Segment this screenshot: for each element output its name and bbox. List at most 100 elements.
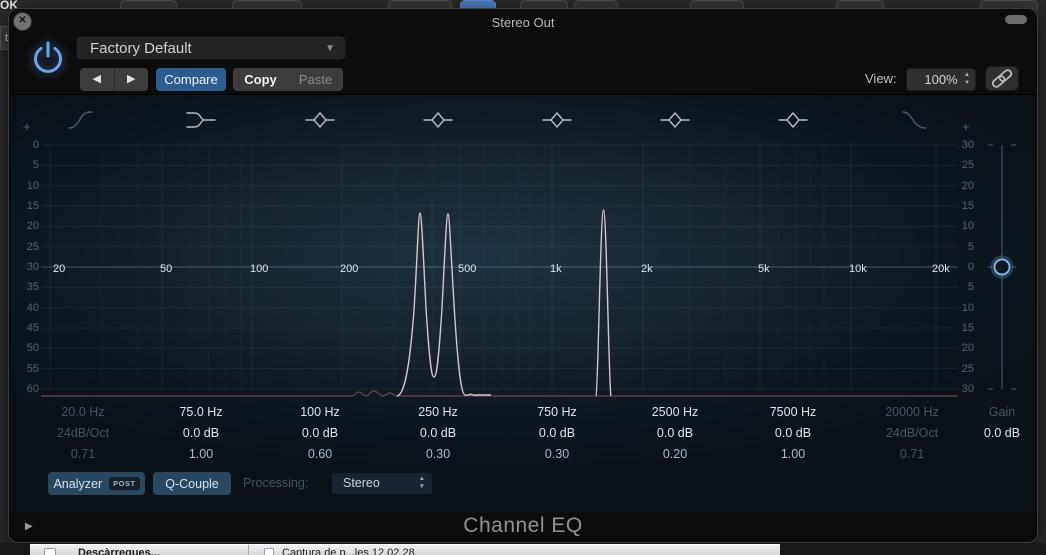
- band-6-q[interactable]: 0.20: [662, 447, 688, 461]
- freq-label-200: 200: [340, 263, 359, 275]
- band-5-q[interactable]: 0.30: [544, 447, 570, 461]
- left-scale-tick: 15: [26, 199, 39, 212]
- band-1-low-cut-icon[interactable]: [67, 109, 99, 131]
- left-scale-tick: 55: [26, 362, 39, 375]
- freq-label-5k: 5k: [758, 263, 770, 275]
- left-scale-tick: 0: [32, 139, 39, 151]
- plugin-window: Stereo Out ✕ Factory Default ▼ ◀ ▶ Compa…: [8, 8, 1038, 543]
- power-button[interactable]: [28, 38, 68, 80]
- band-5-bell-icon[interactable]: [541, 109, 573, 131]
- band-4-bell-icon[interactable]: [422, 109, 454, 131]
- copy-paste-group: Copy Paste: [233, 68, 343, 91]
- band-8-gain[interactable]: 24dB/Oct: [885, 426, 939, 440]
- band-8-high-cut-icon[interactable]: [896, 109, 928, 131]
- bg-tab-active: [460, 0, 496, 10]
- right-scale-tick: 25: [961, 159, 974, 172]
- band-2-low-shelf-icon[interactable]: [185, 109, 217, 131]
- gain-knob[interactable]: [990, 255, 1014, 279]
- right-scale-tick: 10: [961, 220, 974, 233]
- band-5-frequency[interactable]: 750 Hz: [537, 405, 577, 419]
- freq-label-500: 500: [458, 263, 477, 275]
- grid-lines: [41, 144, 958, 390]
- analyzer-button[interactable]: Analyzer POST: [48, 472, 145, 495]
- view-zoom-value: 100%: [924, 72, 958, 87]
- band-7-gain[interactable]: 0.0 dB: [774, 426, 812, 440]
- disclosure-triangle-icon[interactable]: ▶: [25, 521, 33, 532]
- view-zoom-stepper[interactable]: 100% ▲ ▼: [906, 68, 976, 91]
- analyzer-label: Analyzer: [53, 476, 103, 491]
- plugin-name: Channel EQ: [463, 514, 583, 537]
- chain-link-icon: [991, 69, 1013, 88]
- file-icon: [264, 548, 274, 555]
- band-2-frequency[interactable]: 75.0 Hz: [179, 405, 223, 419]
- processing-select[interactable]: Stereo ▲ ▼: [331, 472, 433, 495]
- band-1-gain[interactable]: 24dB/Oct: [56, 426, 110, 440]
- right-scale-tick: 5: [967, 240, 974, 253]
- right-scale-tick: 30: [961, 382, 974, 395]
- band-7-frequency[interactable]: 7500 Hz: [769, 405, 817, 419]
- band-6-bell-icon[interactable]: [659, 109, 691, 131]
- preset-dropdown[interactable]: Factory Default ▼: [76, 36, 346, 60]
- q-couple-button[interactable]: Q-Couple: [153, 472, 231, 495]
- band-2-gain[interactable]: 0.0 dB: [182, 426, 220, 440]
- preset-nav-group: ◀ ▶: [80, 68, 148, 91]
- band-2-q[interactable]: 1.00: [188, 447, 214, 461]
- right-scale-plus: +: [962, 119, 970, 134]
- left-scale-tick: 30: [26, 260, 39, 273]
- band-3-q[interactable]: 0.60: [307, 447, 333, 461]
- analyzer-curve: [396, 209, 612, 397]
- prev-preset-button[interactable]: ◀: [80, 68, 115, 91]
- processing-label: Processing:: [243, 476, 309, 490]
- bg-tab: [232, 0, 302, 10]
- band-7-q[interactable]: 1.00: [780, 447, 806, 461]
- right-scale-tick: 25: [961, 362, 974, 375]
- bg-tab: [574, 0, 618, 10]
- bg-tab: [388, 0, 452, 10]
- band-5-gain[interactable]: 0.0 dB: [538, 426, 576, 440]
- copy-button[interactable]: Copy: [244, 72, 277, 87]
- link-button[interactable]: [985, 66, 1019, 91]
- band-8-frequency[interactable]: 20000 Hz: [885, 405, 939, 419]
- freq-label-20: 20: [53, 263, 66, 275]
- eq-panel: + + 0 5 10 15 20 25 30 35 40 45 50 55 60 30 25 20 15 10 5…: [11, 94, 1035, 515]
- taskbar-item-screenshot[interactable]: Captura de p...les 12.02.28: [282, 547, 415, 555]
- band-3-bell-icon[interactable]: [304, 109, 336, 131]
- band-6-gain[interactable]: 0.0 dB: [656, 426, 694, 440]
- bg-tab: [836, 0, 884, 10]
- eq-plot[interactable]: [11, 95, 1035, 514]
- close-icon[interactable]: ✕: [13, 12, 32, 31]
- gain-knob-ring: [993, 258, 1011, 276]
- band-4-q[interactable]: 0.30: [425, 447, 451, 461]
- taskbar: Descàrregues... Captura de p...les 12.02…: [0, 543, 1046, 555]
- analyzer-post-badge[interactable]: POST: [109, 477, 140, 490]
- band-1-q[interactable]: 0.71: [70, 447, 96, 461]
- band-1-frequency[interactable]: 20.0 Hz: [61, 405, 105, 419]
- right-scale-tick: 15: [961, 199, 974, 212]
- folder-icon: [44, 548, 56, 555]
- band-7-bell-icon[interactable]: [777, 109, 809, 131]
- band-4-frequency[interactable]: 250 Hz: [418, 405, 458, 419]
- next-preset-button[interactable]: ▶: [127, 73, 136, 85]
- master-gain-label[interactable]: Gain: [988, 405, 1016, 419]
- band-8-q[interactable]: 0.71: [899, 447, 925, 461]
- right-scale-tick: 20: [961, 342, 974, 355]
- master-gain-value[interactable]: 0.0 dB: [983, 426, 1021, 440]
- band-3-frequency[interactable]: 100 Hz: [300, 405, 340, 419]
- window-title: Stereo Out: [491, 15, 555, 30]
- left-scale-tick: 45: [26, 321, 39, 334]
- freq-label-10k: 10k: [849, 263, 867, 275]
- bg-tab: [120, 0, 177, 10]
- paste-button[interactable]: Paste: [298, 72, 333, 87]
- stepper-arrows-icon[interactable]: ▲ ▼: [964, 72, 970, 86]
- taskbar-item-downloads[interactable]: Descàrregues...: [78, 547, 160, 555]
- q-couple-label: Q-Couple: [165, 476, 219, 491]
- power-icon: [34, 41, 62, 73]
- freq-label-50: 50: [160, 263, 173, 275]
- right-scale-tick: 20: [961, 179, 974, 192]
- band-3-gain[interactable]: 0.0 dB: [301, 426, 339, 440]
- taskbar-divider: [248, 545, 249, 555]
- band-6-frequency[interactable]: 2500 Hz: [651, 405, 699, 419]
- compare-button[interactable]: Compare: [156, 68, 226, 91]
- minimize-pill[interactable]: [1005, 15, 1027, 24]
- band-4-gain[interactable]: 0.0 dB: [419, 426, 457, 440]
